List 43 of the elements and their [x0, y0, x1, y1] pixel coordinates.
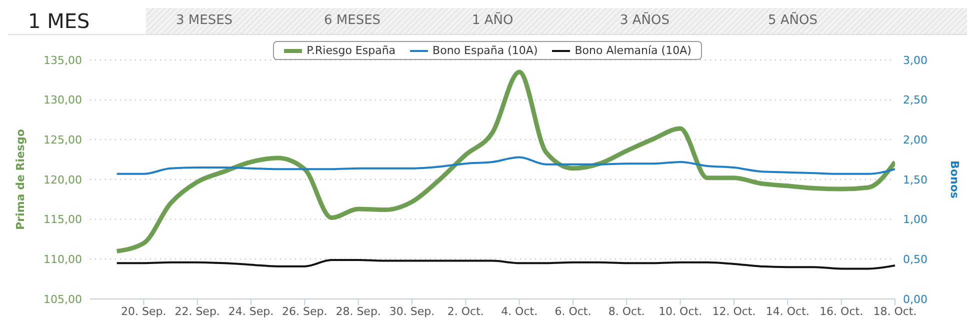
line-series: [116, 156, 895, 175]
text: 3 AÑOS: [619, 11, 671, 30]
text: 6 MESES: [323, 12, 382, 30]
legend-label: Bono Alemanía (10A): [574, 44, 692, 57]
x-tick-label: 10. Oct.: [658, 304, 702, 318]
legend-label: Bono España (10A): [432, 44, 538, 57]
y2-tick-label: 2,00: [903, 134, 928, 147]
y-tick-label: 120,00: [44, 173, 82, 186]
y2-tick-label: 2,50: [903, 94, 928, 107]
line-series: [114, 70, 895, 254]
y2-tick-label: 0,00: [903, 292, 928, 306]
x-tick-label: 4. Oct.: [501, 304, 538, 318]
x-tick-label: 16. Oct.: [820, 304, 864, 318]
y-tick-label: 110,00: [44, 253, 82, 266]
text: 1 MES: [8, 8, 146, 34]
x-tick-label: 8. Oct.: [608, 304, 645, 318]
x-tick-label: 22. Sep.: [174, 304, 220, 318]
y2-tick-label: 1,50: [903, 173, 928, 186]
y-tick-label: 115,00: [44, 213, 82, 226]
y-tick-label: 130,00: [44, 94, 82, 107]
x-tick-label: 12. Oct.: [712, 304, 756, 318]
y-axis-title: Prima de Riesgo: [14, 128, 27, 230]
x-tick-label: 2. Oct.: [447, 304, 484, 318]
line-series: [116, 258, 895, 270]
text: 3 MESES: [175, 12, 234, 30]
legend-label: P.Riesgo España: [306, 44, 396, 57]
x-tick-label: 18. Oct.: [873, 304, 917, 318]
y-tick-label: 125,00: [44, 134, 82, 147]
text: 5 AÑOS: [767, 11, 819, 30]
x-tick-label: 6. Oct.: [554, 304, 592, 318]
x-tick-label: 30. Sep.: [389, 304, 435, 318]
text: 1 AÑO: [471, 11, 514, 30]
x-tick-label: 26. Sep.: [282, 304, 328, 318]
y2-tick-label: 3,00: [903, 54, 928, 67]
x-tick-label: 14. Oct.: [766, 304, 810, 318]
y2-axis-title: Bonos: [948, 160, 962, 199]
x-tick-label: 28. Sep.: [336, 304, 381, 318]
y-tick-label: 105,00: [44, 292, 82, 306]
y2-tick-label: 0,50: [903, 253, 928, 266]
x-tick-label: 24. Sep.: [228, 304, 274, 318]
y-tick-label: 135,00: [44, 54, 82, 67]
y2-tick-label: 1,00: [903, 213, 928, 226]
x-tick-label: 20. Sep.: [121, 304, 166, 318]
